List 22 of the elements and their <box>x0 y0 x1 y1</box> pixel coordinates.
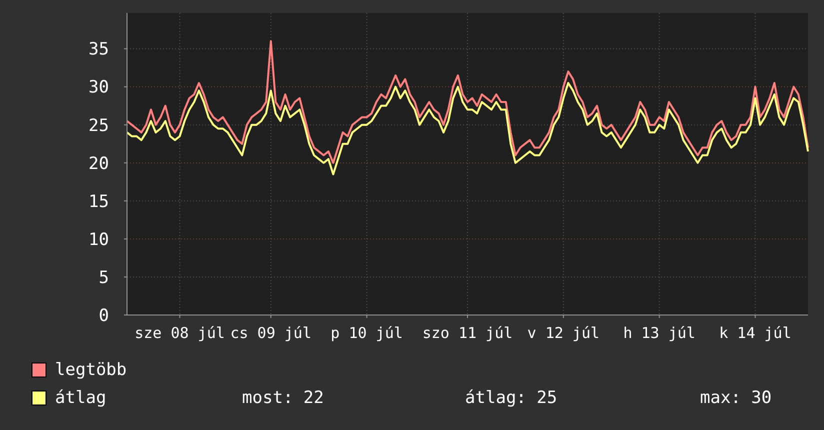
text: átlag: 25 <box>465 388 558 408</box>
y-tick-label: 25 <box>88 116 109 136</box>
x-tick-label: k 14 júl <box>719 324 792 342</box>
x-tick-label: sze 08 júl <box>134 324 225 342</box>
x-tick-label: v 12 júl <box>527 324 600 342</box>
line-series <box>126 82 809 176</box>
y-tick-label: 20 <box>88 154 109 174</box>
y-tick-label: 15 <box>88 192 109 212</box>
y-tick-label: 35 <box>88 40 109 60</box>
x-tick-label: h 13 júl <box>623 324 696 342</box>
x-tick-label: p 10 júl <box>330 324 403 342</box>
text: max: 30 <box>700 388 772 408</box>
legend-label: legtöbb <box>55 360 127 380</box>
y-tick-label: 10 <box>88 230 109 250</box>
line-series <box>126 40 809 164</box>
legend-label: átlag <box>55 388 106 408</box>
x-tick-label: szo 11 júl <box>422 324 513 342</box>
y-tick-label: 30 <box>88 78 109 98</box>
x-tick-label: cs 09 júl <box>230 324 312 342</box>
y-tick-label: 5 <box>98 268 109 288</box>
text: most: 22 <box>242 388 324 408</box>
y-tick-label: 0 <box>98 306 109 326</box>
